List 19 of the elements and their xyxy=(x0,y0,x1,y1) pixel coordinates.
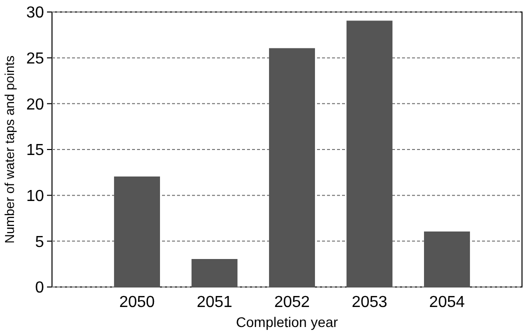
x-tick-label: 2052 xyxy=(274,294,310,311)
x-tick-label: 2051 xyxy=(196,294,232,311)
y-axis-title: Number of water taps and points xyxy=(2,55,17,244)
x-tick-label: 2053 xyxy=(352,294,388,311)
y-tick-label: 0 xyxy=(35,280,44,297)
y-tick-label: 25 xyxy=(26,50,44,68)
y-tick-label: 30 xyxy=(26,4,44,22)
bar xyxy=(192,259,238,288)
bar xyxy=(346,20,392,288)
bar xyxy=(269,48,315,288)
y-tick-label: 5 xyxy=(35,234,44,251)
y-tick-label: 15 xyxy=(26,142,44,160)
y-tick-label: 20 xyxy=(26,96,44,114)
x-axis-title: Completion year xyxy=(236,314,338,330)
bar xyxy=(424,232,470,288)
x-tick-label: 2054 xyxy=(429,294,465,311)
x-tick-label: 2050 xyxy=(119,294,155,311)
bar xyxy=(114,176,160,288)
y-tick-label: 10 xyxy=(26,188,44,205)
